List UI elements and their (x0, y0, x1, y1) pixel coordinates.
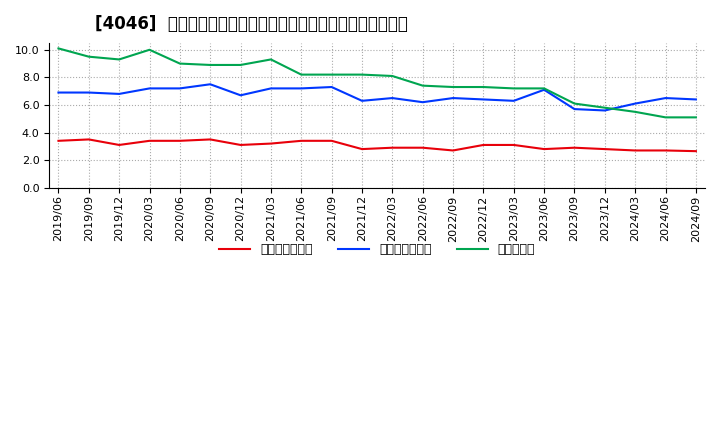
買入債務回転率 (631, 101, 639, 106)
買入債務回転率 (115, 91, 124, 96)
買入債務回転率 (84, 90, 93, 95)
買入債務回転率 (600, 108, 609, 113)
Line: 売上債権回転率: 売上債権回転率 (58, 139, 696, 151)
売上債権回転率 (479, 142, 487, 147)
売上債権回転率 (236, 142, 245, 147)
買入債務回転率 (570, 106, 579, 112)
売上債権回転率 (54, 138, 63, 143)
売上債権回転率 (84, 137, 93, 142)
買入債務回転率 (328, 84, 336, 90)
Legend: 売上債権回転率, 買入債務回転率, 在庫回転率: 売上債権回転率, 買入債務回転率, 在庫回転率 (214, 238, 540, 261)
買入債務回転率 (206, 82, 215, 87)
在庫回転率 (449, 84, 457, 90)
買入債務回転率 (54, 90, 63, 95)
売上債権回転率 (176, 138, 184, 143)
売上債権回転率 (449, 148, 457, 153)
在庫回転率 (206, 62, 215, 68)
在庫回転率 (540, 86, 549, 91)
売上債権回転率 (115, 142, 124, 147)
売上債権回転率 (510, 142, 518, 147)
売上債権回転率 (631, 148, 639, 153)
在庫回転率 (236, 62, 245, 68)
買入債務回転率 (661, 95, 670, 101)
買入債務回転率 (236, 93, 245, 98)
買入債務回転率 (540, 87, 549, 92)
買入債務回転率 (145, 86, 154, 91)
Line: 買入債務回転率: 買入債務回転率 (58, 84, 696, 110)
売上債権回転率 (692, 149, 701, 154)
買入債務回転率 (692, 97, 701, 102)
買入債務回転率 (176, 86, 184, 91)
在庫回転率 (176, 61, 184, 66)
買入債務回転率 (479, 97, 487, 102)
在庫回転率 (328, 72, 336, 77)
売上債権回転率 (297, 138, 305, 143)
在庫回転率 (84, 54, 93, 59)
買入債務回転率 (449, 95, 457, 101)
買入債務回転率 (297, 86, 305, 91)
売上債権回転率 (358, 147, 366, 152)
在庫回転率 (266, 57, 275, 62)
売上債権回転率 (418, 145, 427, 150)
売上債権回転率 (145, 138, 154, 143)
在庫回転率 (54, 46, 63, 51)
Text: [4046]  売上債権回転率、買入債務回転率、在庫回転率の推移: [4046] 売上債権回転率、買入債務回転率、在庫回転率の推移 (95, 15, 408, 33)
売上債権回転率 (328, 138, 336, 143)
買入債務回転率 (266, 86, 275, 91)
在庫回転率 (418, 83, 427, 88)
売上債権回転率 (540, 147, 549, 152)
在庫回転率 (115, 57, 124, 62)
在庫回転率 (510, 86, 518, 91)
買入債務回転率 (388, 95, 397, 101)
売上債権回転率 (661, 148, 670, 153)
在庫回転率 (570, 101, 579, 106)
在庫回転率 (145, 47, 154, 52)
買入債務回転率 (358, 98, 366, 103)
売上債権回転率 (388, 145, 397, 150)
在庫回転率 (479, 84, 487, 90)
在庫回転率 (631, 109, 639, 114)
買入債務回転率 (418, 99, 427, 105)
在庫回転率 (661, 115, 670, 120)
在庫回転率 (600, 105, 609, 110)
在庫回転率 (297, 72, 305, 77)
在庫回転率 (692, 115, 701, 120)
売上債権回転率 (600, 147, 609, 152)
在庫回転率 (358, 72, 366, 77)
売上債権回転率 (266, 141, 275, 146)
買入債務回転率 (510, 98, 518, 103)
売上債権回転率 (206, 137, 215, 142)
Line: 在庫回転率: 在庫回転率 (58, 48, 696, 117)
売上債権回転率 (570, 145, 579, 150)
在庫回転率 (388, 73, 397, 79)
